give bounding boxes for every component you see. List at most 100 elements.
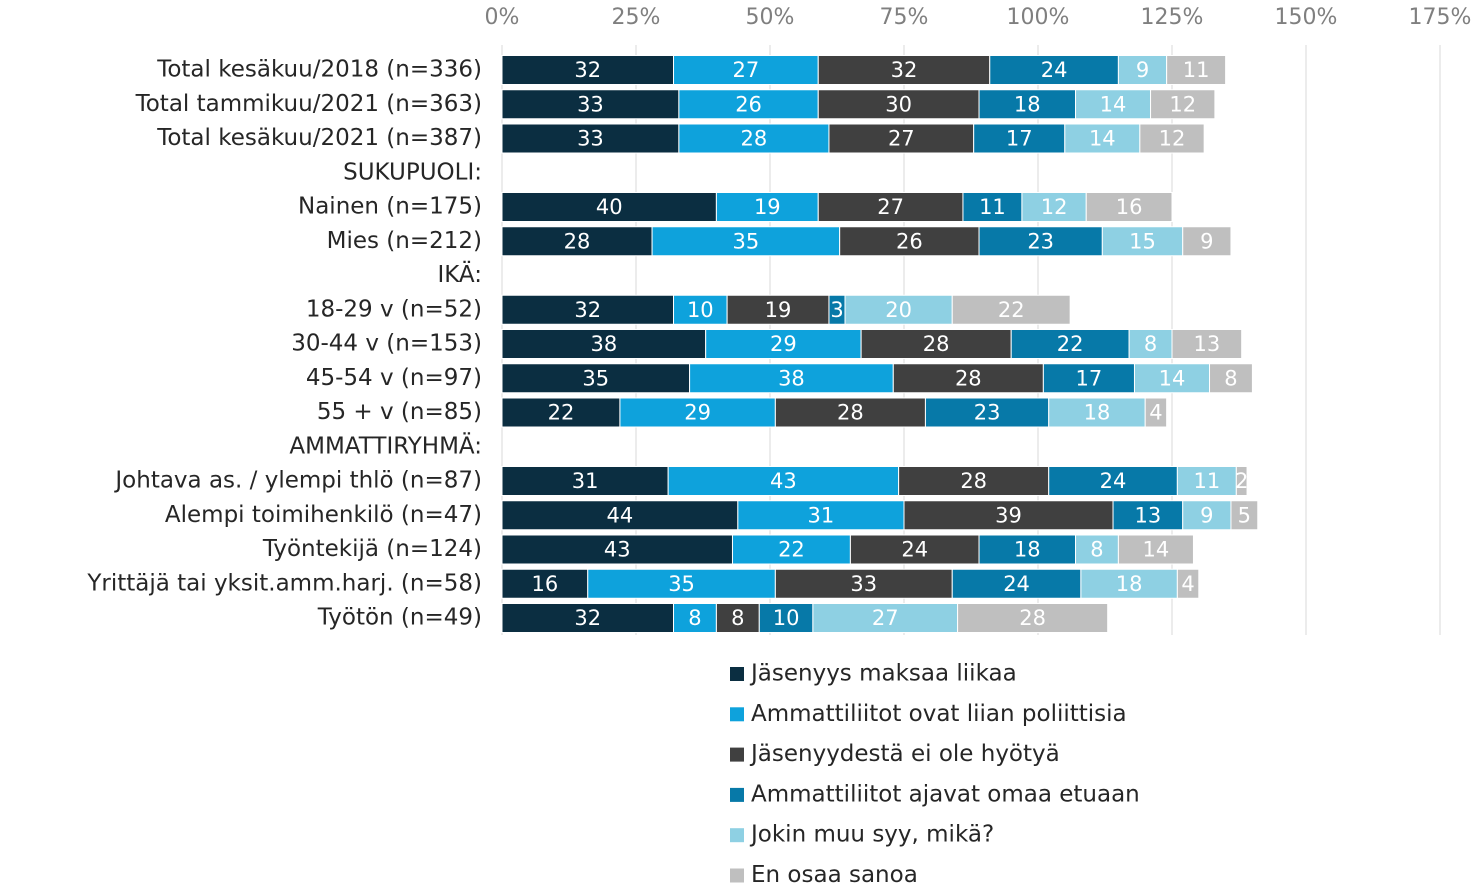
data-label: 24 — [1003, 572, 1030, 596]
legend-swatch — [730, 707, 744, 722]
data-label: 9 — [1136, 58, 1149, 82]
y-tick-label: 30-44 v (n=153) — [291, 331, 482, 357]
bar-segment — [1176, 466, 1237, 496]
bar-segment — [1021, 192, 1087, 222]
data-label: 15 — [1129, 229, 1156, 253]
data-label: 22 — [998, 298, 1025, 322]
data-label: 38 — [778, 366, 805, 390]
y-tick-label: Yrittäjä tai yksit.amm.harj. (n=58) — [86, 570, 482, 596]
data-label: 8 — [1090, 538, 1103, 562]
bar-segment — [1235, 466, 1248, 496]
bar-segment — [812, 603, 959, 633]
data-label: 28 — [955, 366, 982, 390]
data-label: 28 — [741, 127, 768, 151]
data-label: 18 — [1014, 538, 1041, 562]
legend-label: Jäsenyydestä ei ole hyötyä — [749, 741, 1060, 767]
bar-segment — [774, 568, 953, 599]
bar-segment — [501, 192, 717, 222]
bar-segment — [1150, 89, 1216, 120]
data-label: 11 — [1193, 469, 1220, 493]
bar-segment — [501, 466, 669, 496]
bar-segment — [689, 363, 894, 394]
data-label: 8 — [1224, 366, 1237, 390]
x-tick-label: 50% — [746, 5, 795, 30]
data-label: 22 — [778, 538, 805, 562]
y-tick-label: 55 + v (n=85) — [317, 399, 482, 425]
data-label: 28 — [923, 332, 950, 356]
x-tick-label: 100% — [1007, 5, 1070, 30]
data-label: 33 — [577, 127, 604, 151]
data-label: 22 — [548, 401, 575, 425]
data-label: 43 — [604, 538, 631, 562]
bar-segment — [715, 192, 819, 222]
y-tick-label: AMMATTIRYHMÄ: — [289, 431, 482, 459]
data-label: 14 — [1159, 366, 1186, 390]
data-label: 23 — [1027, 229, 1054, 253]
bar-segment — [957, 603, 1109, 633]
bar-segment — [651, 226, 841, 257]
data-label: 13 — [1135, 503, 1162, 527]
bar-segment — [501, 500, 739, 531]
bar-segment — [844, 294, 953, 325]
data-label: 28 — [960, 469, 987, 493]
bar-segment — [817, 89, 980, 120]
data-label: 20 — [885, 298, 912, 322]
bar-segment — [1182, 226, 1232, 257]
bar-segment — [501, 397, 621, 428]
legend-label: Ammattiliitot ajavat omaa etuaan — [751, 781, 1140, 807]
bar-segment — [1075, 534, 1119, 565]
bar-segment — [973, 123, 1066, 154]
data-label: 11 — [1183, 58, 1210, 82]
bar-segment — [978, 534, 1077, 565]
data-label: 28 — [564, 229, 591, 253]
data-label: 43 — [770, 469, 797, 493]
bar-segment — [924, 397, 1050, 428]
y-tick-label: Mies (n=212) — [327, 228, 482, 254]
data-label: 24 — [901, 538, 928, 562]
bar-segment — [1182, 500, 1232, 531]
data-label: 14 — [1143, 538, 1170, 562]
data-label: 29 — [684, 401, 711, 425]
bar-segment — [1048, 397, 1146, 428]
data-label: 32 — [574, 58, 601, 82]
bar-segment — [860, 329, 1012, 359]
data-label: 35 — [733, 229, 760, 253]
data-label: 3 — [830, 298, 843, 322]
bar-segment — [501, 55, 675, 85]
bar-segment — [951, 568, 1082, 599]
bar-segment — [667, 466, 900, 496]
bar-segment — [1117, 534, 1194, 565]
x-tick-label: 75% — [880, 5, 929, 30]
data-label: 35 — [668, 572, 695, 596]
x-tick-label: 0% — [485, 5, 520, 30]
data-label: 19 — [754, 195, 781, 219]
bar-segment — [501, 123, 680, 154]
data-label: 18 — [1084, 401, 1111, 425]
y-tick-label: SUKUPUOLI: — [343, 159, 482, 185]
data-label: 18 — [1014, 92, 1041, 116]
data-label: 17 — [1006, 127, 1033, 151]
bar-segment — [1112, 500, 1184, 531]
data-label: 26 — [896, 229, 923, 253]
bar-segment — [839, 226, 980, 257]
data-label: 18 — [1116, 572, 1143, 596]
y-tick-label: Johtava as. / ylempi thlö (n=87) — [113, 468, 482, 494]
bar-segment — [731, 534, 851, 565]
bar-segment — [501, 363, 691, 394]
data-label: 27 — [733, 58, 760, 82]
bar-segment — [758, 603, 814, 633]
bar-segment — [828, 123, 975, 154]
data-label: 39 — [995, 503, 1022, 527]
data-label: 5 — [1238, 503, 1251, 527]
data-label: 29 — [770, 332, 797, 356]
bar-segment — [501, 294, 675, 325]
data-label: 4 — [1149, 401, 1162, 425]
data-label: 12 — [1159, 127, 1186, 151]
bar-segment — [1075, 89, 1152, 120]
bar-segment — [1230, 500, 1259, 531]
data-label: 30 — [885, 92, 912, 116]
x-tick-label: 125% — [1141, 5, 1204, 30]
y-tick-label: Alempi toimihenkilö (n=47) — [165, 502, 482, 528]
data-label: 31 — [808, 503, 835, 527]
bar-segment — [715, 603, 760, 633]
